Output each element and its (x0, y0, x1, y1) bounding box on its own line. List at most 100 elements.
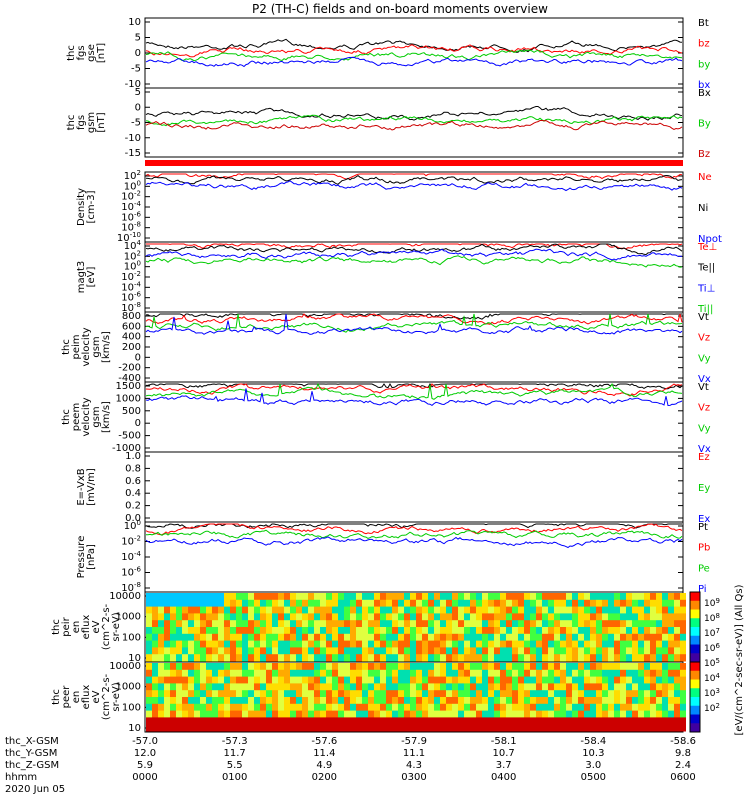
heat-cell (284, 717, 290, 725)
heat-cell (254, 676, 260, 684)
heat-cell (470, 703, 476, 712)
heat-cell (410, 627, 416, 635)
axis-row-label: thc_Y-GSM (5, 748, 57, 759)
heat-cell (596, 606, 602, 614)
heat-cell (296, 697, 302, 705)
heat-cell (584, 654, 590, 662)
heat-cell (308, 613, 314, 621)
heat-cell (560, 703, 566, 712)
legend-Vy: Vy (698, 423, 711, 434)
heat-cell (530, 633, 536, 642)
heat-cell (566, 724, 572, 732)
heat-cell (548, 599, 554, 608)
heat-cell (218, 703, 224, 712)
heat-cell (344, 697, 350, 705)
axis-tick-value: 3.0 (585, 760, 601, 771)
ytick-label-base: 10 (121, 537, 134, 548)
heat-cell (470, 647, 476, 655)
heat-cell (314, 647, 320, 655)
heat-cell (488, 606, 494, 614)
heat-cell (170, 710, 176, 718)
heat-cell (524, 606, 530, 614)
heat-cell (182, 640, 188, 648)
heat-cell (464, 633, 470, 642)
heat-cell (362, 647, 368, 655)
heat-cell (668, 647, 674, 655)
heat-cell (194, 710, 200, 718)
heat-cell (608, 676, 614, 684)
heat-cell (170, 703, 176, 712)
heat-cell (164, 620, 170, 628)
heat-cell (518, 683, 524, 691)
heat-cell (602, 690, 608, 698)
heat-cell (284, 703, 290, 712)
heat-cell (158, 647, 164, 655)
heat-cell (386, 676, 392, 684)
heat-cell (362, 627, 368, 635)
heat-cell (302, 654, 308, 662)
heat-cell (482, 606, 488, 614)
heat-cell (542, 627, 548, 635)
heat-cell (578, 613, 584, 621)
legend-Ez: Ez (698, 452, 710, 463)
heat-cell (194, 627, 200, 635)
heat-cell (608, 593, 614, 601)
heat-cell (650, 606, 656, 614)
heat-cell (272, 654, 278, 662)
ytick-label-base: 10 (124, 241, 137, 252)
heat-cell (440, 647, 446, 655)
heat-cell (170, 606, 176, 614)
heat-cell (494, 676, 500, 684)
heat-cell (548, 717, 554, 725)
heat-cell (284, 690, 290, 698)
colorbar-segment (690, 627, 700, 637)
colorbar-tick-exp: 8 (715, 612, 719, 620)
heat-cell (566, 647, 572, 655)
heat-cell (278, 640, 284, 648)
heat-cell (272, 640, 278, 648)
heat-cell (428, 593, 434, 601)
heat-cell (614, 724, 620, 732)
heat-cell (578, 676, 584, 684)
heat-cell (368, 593, 374, 601)
heat-cell (404, 606, 410, 614)
heat-cell (362, 593, 368, 601)
heat-cell (554, 710, 560, 718)
heat-cell (194, 703, 200, 712)
heat-cell (344, 647, 350, 655)
heat-cell (596, 663, 602, 671)
heat-cell (434, 676, 440, 684)
heat-cell (602, 710, 608, 718)
heat-cell (146, 593, 152, 601)
heat-cell (164, 633, 170, 642)
heat-cell (332, 640, 338, 648)
heat-cell (494, 683, 500, 691)
heat-cell (176, 613, 182, 621)
heat-cell (158, 606, 164, 614)
heat-cell (224, 663, 230, 671)
heat-cell (632, 613, 638, 621)
heat-cell (326, 647, 332, 655)
heat-cell (224, 640, 230, 648)
heat-cell (176, 663, 182, 671)
heat-cell (506, 717, 512, 725)
heat-cell (470, 669, 476, 678)
heat-cell (518, 669, 524, 678)
heat-cell (572, 669, 578, 678)
heat-cell (674, 690, 680, 698)
heat-cell (206, 593, 212, 601)
heat-cell (590, 613, 596, 621)
ytick-label-exp: 0 (137, 260, 141, 268)
heat-cell (326, 654, 332, 662)
heat-cell (428, 724, 434, 732)
heat-cell (542, 697, 548, 705)
heat-cell (242, 703, 248, 712)
heat-cell (524, 640, 530, 648)
ytick-label-exp: 4 (137, 239, 142, 247)
heat-cell (578, 640, 584, 648)
heat-cell (272, 683, 278, 691)
ytick-label-base: 10 (121, 223, 134, 234)
heat-cell (470, 710, 476, 718)
heat-cell (554, 620, 560, 628)
heat-cell (470, 717, 476, 725)
